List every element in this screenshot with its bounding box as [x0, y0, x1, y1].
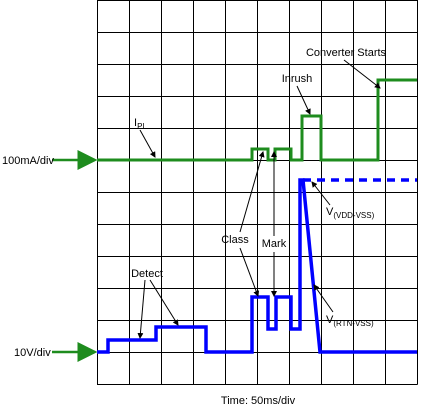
- v-sub: (RTN-VSS): [333, 319, 374, 328]
- current-scale: 100mA/div: [2, 155, 54, 167]
- time-scale: Time: 50ms/div: [221, 395, 296, 407]
- inrush: Inrush: [282, 73, 313, 85]
- current-trace: [97, 78, 417, 162]
- v-sub: (VDD-VSS): [333, 211, 374, 220]
- leader: [313, 284, 334, 313]
- leader: [139, 129, 156, 158]
- ipi-label: IPI: [134, 117, 145, 131]
- class: Class: [221, 234, 249, 246]
- leader: [343, 59, 381, 89]
- leader: [137, 279, 146, 339]
- leader: [296, 85, 311, 115]
- v-main: V: [326, 314, 334, 326]
- voltage-trace: [97, 178, 417, 354]
- leader: [239, 151, 265, 233]
- ipi-sub: PI: [137, 122, 145, 131]
- detect: Detect: [131, 268, 163, 280]
- mark: Mark: [262, 238, 287, 250]
- leader: [311, 181, 331, 206]
- converter-starts: Converter Starts: [306, 47, 387, 59]
- ipi-main: I: [134, 117, 137, 129]
- v-vdd-vss: V(VDD-VSS): [326, 206, 375, 220]
- v-main: V: [326, 206, 334, 218]
- leader-lines: [137, 59, 381, 339]
- leader: [239, 247, 260, 297]
- v-rtn-vss: V(RTN-VSS): [326, 314, 374, 328]
- voltage-scale: 10V/div: [14, 347, 51, 359]
- leader: [149, 279, 179, 326]
